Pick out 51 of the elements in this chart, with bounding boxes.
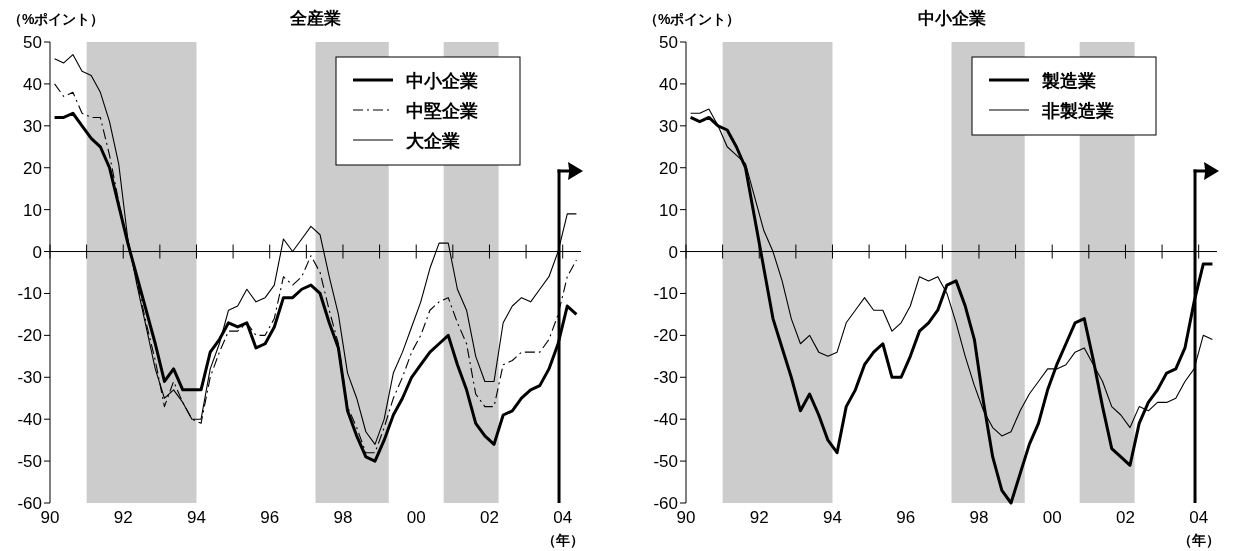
x-tick-label: 98 [969,508,989,527]
y-axis-title: （%ポイント） [644,11,741,27]
y-tick-label: 20 [23,158,42,178]
x-tick-label: 98 [333,508,353,527]
x-tick-label: 90 [40,508,60,527]
x-tick-label: 96 [260,508,280,527]
y-tick-label: -40 [17,410,42,430]
x-axis-title: （年） [541,532,584,548]
x-tick-label: 00 [1042,508,1062,527]
legend-label: 製造業 [1041,71,1096,91]
y-tick-label: 50 [659,33,678,52]
y-tick-label: 40 [23,74,42,94]
y-tick-label: 10 [23,200,42,220]
x-tick-label: 04 [553,508,573,527]
x-tick-label: 94 [187,508,206,527]
x-tick-label: 92 [113,508,133,527]
x-tick-label: 02 [479,508,499,527]
y-tick-label: 40 [659,74,678,94]
x-tick-label: 02 [1115,508,1135,527]
x-tick-label: 04 [1189,508,1209,527]
y-tick-label: 10 [659,200,678,220]
y-tick-label: 30 [659,116,678,136]
chart-title: 中小企業 [917,9,986,28]
x-tick-label: 92 [749,508,769,527]
y-tick-label: 0 [32,242,42,262]
y-tick-label: -30 [17,368,42,388]
legend-label: 非製造業 [1041,101,1114,121]
y-tick-label: 0 [668,242,678,262]
y-tick-label: -40 [653,410,678,430]
x-tick-label: 90 [676,508,696,527]
x-tick-label: 00 [406,508,426,527]
legend-label: 中堅企業 [406,101,478,121]
y-tick-label: -50 [17,452,42,472]
x-tick-label: 94 [823,508,842,527]
x-axis-title: （年） [1177,532,1220,548]
y-tick-label: -60 [653,494,678,513]
y-tick-label: 50 [23,33,42,52]
y-tick-label: -50 [653,452,678,472]
y-tick-label: -10 [17,284,42,304]
y-tick-label: -30 [653,368,678,388]
legend-label: 大企業 [405,131,460,151]
y-tick-label: -60 [17,494,42,513]
y-tick-label: -10 [653,284,678,304]
y-axis-title: （%ポイント） [8,11,105,27]
y-tick-label: -20 [653,326,678,346]
x-tick-label: 96 [896,508,916,527]
y-tick-label: 30 [23,116,42,136]
y-tick-label: -20 [17,326,42,346]
legend-label: 中小企業 [406,71,478,91]
chart-title: 全産業 [289,9,341,28]
y-tick-label: 20 [659,158,678,178]
